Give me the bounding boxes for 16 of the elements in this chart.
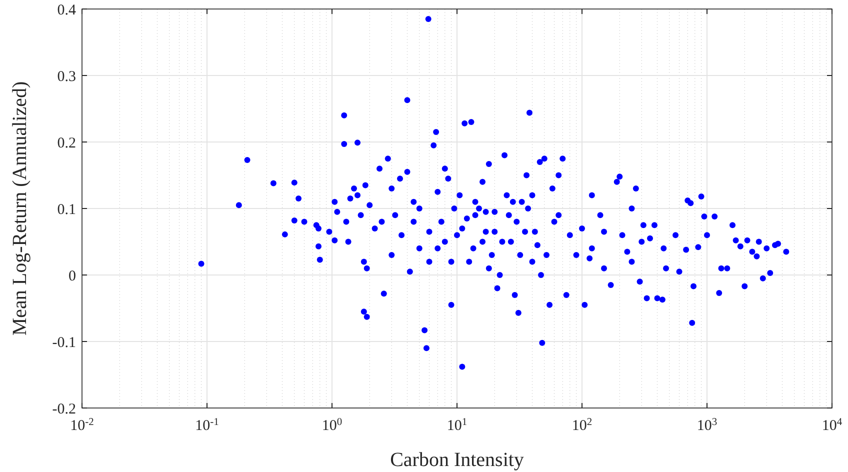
- x-tick-label: 10$^{4}$: [822, 416, 843, 434]
- y-tick-label: -0.1: [52, 334, 76, 351]
- x-tick-label: 10$^{-1}$: [195, 416, 219, 434]
- y-tick-label: -0.2: [52, 401, 76, 418]
- y-tick-label: 0.2: [57, 135, 76, 152]
- x-tick-label: 10$^{0}$: [322, 416, 342, 434]
- x-tick-label: 10$^{-2}$: [70, 416, 94, 434]
- x-tick-label: 10$^{1}$: [446, 416, 468, 434]
- y-tick-label: 0: [68, 268, 76, 284]
- y-tick-label: 0.3: [57, 68, 76, 85]
- x-tick-label: 10$^{3}$: [696, 416, 718, 434]
- x-tick-label: 10$^{2}$: [572, 416, 592, 434]
- y-axis-title: Mean Log-Return (Annualized): [9, 81, 31, 336]
- x-axis-title: Carbon Intensity: [390, 449, 524, 471]
- y-tick-label: 0.1: [57, 202, 76, 218]
- y-tick-label: 0.4: [57, 2, 76, 18]
